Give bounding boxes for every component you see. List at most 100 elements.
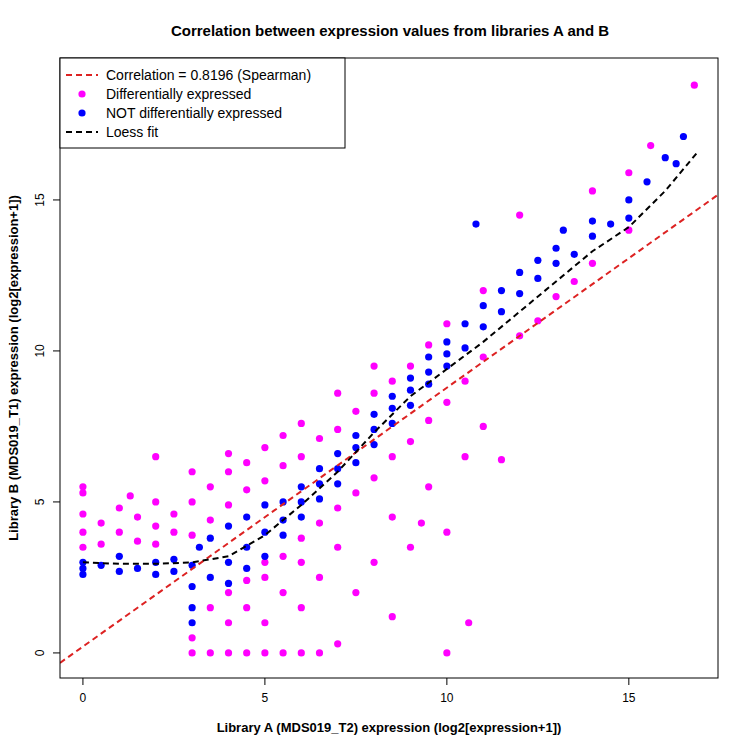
point xyxy=(243,577,250,584)
point xyxy=(370,411,377,418)
point xyxy=(625,169,632,176)
point xyxy=(589,260,596,267)
legend-symbol xyxy=(66,131,98,133)
point xyxy=(647,142,654,149)
point xyxy=(425,483,432,490)
point xyxy=(298,604,305,611)
point xyxy=(407,375,414,382)
point xyxy=(243,604,250,611)
point xyxy=(334,544,341,551)
point xyxy=(352,489,359,496)
point xyxy=(189,634,196,641)
point xyxy=(334,504,341,511)
point xyxy=(225,501,232,508)
point xyxy=(298,453,305,460)
title: Correlation between expression values fr… xyxy=(171,22,609,39)
point xyxy=(79,510,86,517)
point xyxy=(352,589,359,596)
point xyxy=(298,513,305,520)
point xyxy=(334,450,341,457)
point xyxy=(370,474,377,481)
point xyxy=(516,269,523,276)
point xyxy=(225,468,232,475)
point xyxy=(334,480,341,487)
point xyxy=(279,589,286,596)
point xyxy=(407,438,414,445)
point xyxy=(607,220,614,227)
y-tick-label: 15 xyxy=(33,193,47,207)
point xyxy=(589,233,596,240)
legend-label: Correlation = 0.8196 (Spearman) xyxy=(106,67,311,83)
legend-symbol xyxy=(78,109,85,116)
point xyxy=(389,378,396,385)
y-axis-label: Library B (MDS019_T1) expression (log2[e… xyxy=(6,195,21,541)
point xyxy=(261,501,268,508)
point xyxy=(279,553,286,560)
point xyxy=(243,649,250,656)
point xyxy=(443,649,450,656)
point xyxy=(334,390,341,397)
point xyxy=(589,187,596,194)
point xyxy=(279,532,286,539)
point xyxy=(589,217,596,224)
legend-box xyxy=(60,58,345,148)
point xyxy=(170,556,177,563)
legend-label: NOT differentially expressed xyxy=(106,105,282,121)
point xyxy=(480,287,487,294)
point xyxy=(498,308,505,315)
point xyxy=(79,529,86,536)
point xyxy=(243,459,250,466)
point xyxy=(643,178,650,185)
point xyxy=(298,483,305,490)
point xyxy=(189,604,196,611)
point xyxy=(316,649,323,656)
point xyxy=(352,459,359,466)
frame xyxy=(60,58,718,678)
point xyxy=(443,529,450,536)
point xyxy=(207,574,214,581)
point xyxy=(534,257,541,264)
point xyxy=(225,580,232,587)
point xyxy=(625,214,632,221)
point xyxy=(552,260,559,267)
point xyxy=(116,504,123,511)
point xyxy=(516,290,523,297)
point xyxy=(189,619,196,626)
point xyxy=(243,565,250,572)
series-line xyxy=(60,195,718,663)
point xyxy=(298,420,305,427)
point xyxy=(516,211,523,218)
point xyxy=(134,513,141,520)
point xyxy=(189,498,196,505)
point xyxy=(480,323,487,330)
x-tick-label: 15 xyxy=(622,691,636,705)
point xyxy=(79,565,86,572)
point xyxy=(625,196,632,203)
point xyxy=(279,649,286,656)
point xyxy=(680,133,687,140)
point xyxy=(79,544,86,551)
point xyxy=(461,378,468,385)
point xyxy=(225,589,232,596)
point xyxy=(389,405,396,412)
point xyxy=(196,544,203,551)
point xyxy=(170,510,177,517)
point xyxy=(116,553,123,560)
point xyxy=(389,393,396,400)
point xyxy=(170,529,177,536)
point xyxy=(261,649,268,656)
point xyxy=(279,432,286,439)
y-tick xyxy=(53,199,60,200)
x-tick xyxy=(264,678,265,685)
point xyxy=(443,338,450,345)
point xyxy=(552,245,559,252)
point xyxy=(389,613,396,620)
point xyxy=(134,565,141,572)
x-tick xyxy=(446,678,447,685)
point xyxy=(465,619,472,626)
y-tick-label: 0 xyxy=(33,649,47,656)
x-tick-label: 5 xyxy=(262,691,269,705)
point xyxy=(370,559,377,566)
x-tick-label: 10 xyxy=(440,691,454,705)
x-tick xyxy=(82,678,83,685)
